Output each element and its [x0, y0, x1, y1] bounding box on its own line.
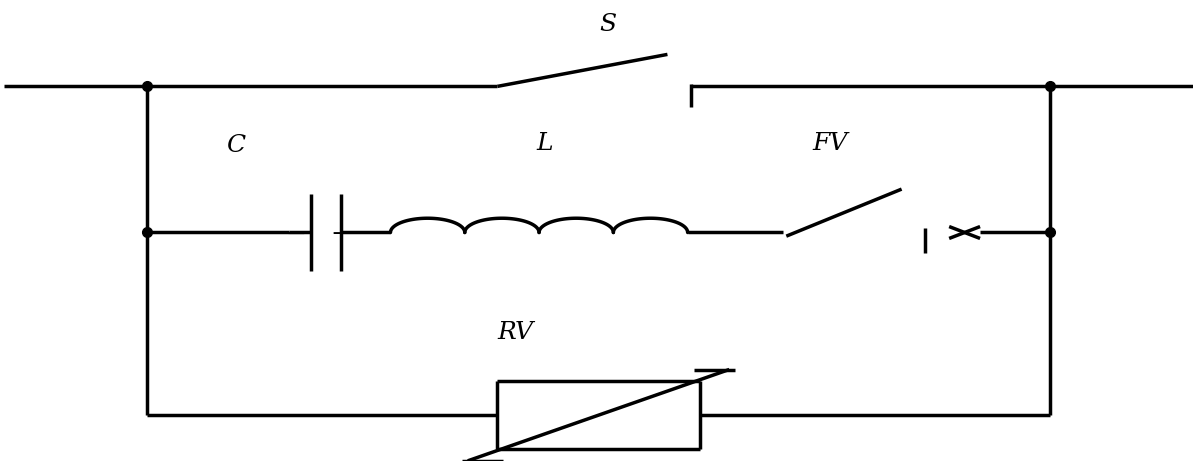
- Text: RV: RV: [497, 321, 534, 345]
- Text: C: C: [226, 134, 245, 157]
- Text: −: −: [285, 222, 306, 246]
- Text: L: L: [536, 132, 553, 155]
- Text: FV: FV: [813, 132, 847, 155]
- Text: S: S: [600, 13, 616, 36]
- Text: +: +: [330, 222, 351, 246]
